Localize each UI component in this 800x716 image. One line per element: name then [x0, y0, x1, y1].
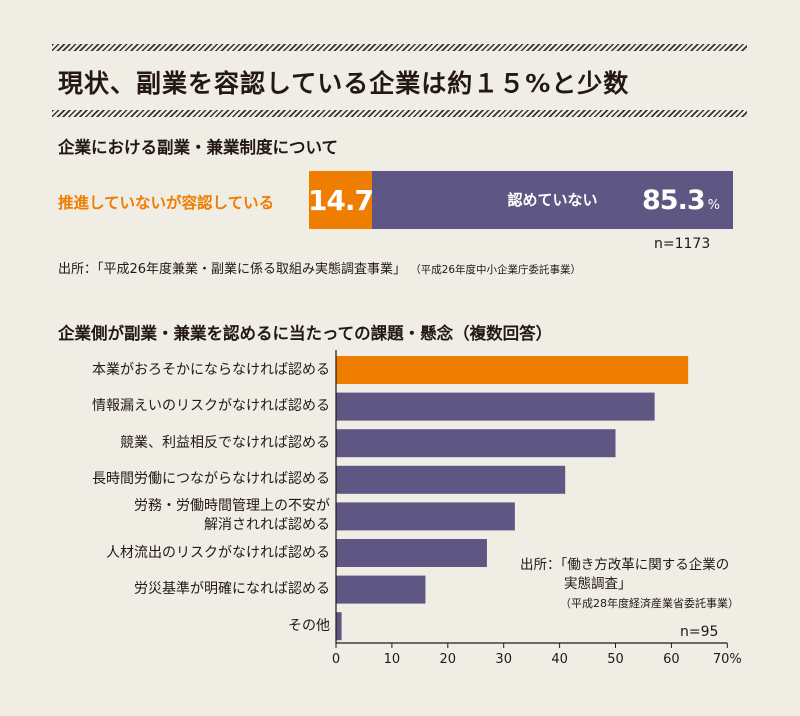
stack-segment-label: 認めていない: [507, 191, 598, 209]
bar-2: [336, 392, 655, 421]
x-tick-label: 20: [440, 652, 457, 667]
bar-category-label: 労災基準が明確になれば認める: [134, 581, 330, 598]
source-1-title: 出所：「平成26年度兼業・副業に係る取組み実態調査事業」: [58, 262, 407, 277]
title-hatch-divider: [52, 110, 747, 117]
bar-6: [336, 539, 487, 567]
sample-size-2: n=95: [680, 624, 719, 640]
x-tick-label: 40: [551, 652, 568, 667]
source-2-line1: 出所：「働き方改革に関する企業の: [520, 557, 730, 573]
stack-label-allowed: 推進していないが容認している: [58, 194, 275, 212]
bar-3: [336, 429, 616, 458]
x-tick-label: 10: [384, 652, 401, 667]
stack-segment-not-allowed: 認めていない 85.3%: [372, 171, 733, 229]
page-title: 現状、副業を容認している企業は約１５%と少数: [58, 69, 630, 98]
section2-heading: 企業側が副業・兼業を認めるに当たっての課題・懸念（複数回答）: [58, 324, 553, 343]
section1-heading: 企業における副業・兼業制度について: [58, 138, 339, 157]
bar-category-label: 労務・労働時間管理上の不安が 解消されれば認める: [134, 498, 330, 534]
stack-segment-value: 85.3%: [642, 185, 720, 216]
source-2-line3: （平成28年度経済産業省委託事業）: [560, 597, 739, 610]
bar-category-label: 長時間労働につながらなければ認める: [92, 471, 330, 488]
x-tick-label: 0: [332, 652, 340, 667]
stack-segment-number: 85.3: [642, 185, 706, 216]
bar-category-label: 競業、利益相反でなければ認める: [120, 434, 330, 451]
stacked-bar: 14.7 認めていない 85.3%: [308, 171, 733, 229]
x-tick-label: 30: [495, 652, 512, 667]
source-1: 出所：「平成26年度兼業・副業に係る取組み実態調査事業」 （平成26年度中小企業…: [58, 258, 581, 277]
bar-5: [336, 502, 515, 531]
bar-4: [336, 465, 566, 494]
x-tick-label: 60: [663, 652, 680, 667]
stack-segment-allowed: 14.7: [308, 171, 374, 229]
percent-unit: %: [707, 198, 720, 213]
bar-category-label: 本業がおろそかにならなければ認める: [92, 361, 330, 378]
bar-category-label: 人材流出のリスクがなければ認める: [106, 544, 330, 561]
bar-8: [336, 612, 342, 641]
bar-category-label: その他: [288, 617, 330, 634]
source-2: 出所：「働き方改革に関する企業の 実態調査」 （平成28年度経済産業省委託事業）: [520, 556, 739, 613]
x-tick-label: 70%: [713, 652, 742, 667]
sample-size-1: n=1173: [654, 236, 711, 252]
source-2-line2: 実態調査」: [564, 576, 632, 592]
x-tick-label: 50: [607, 652, 624, 667]
bar-7: [336, 575, 426, 604]
bar-1: [336, 356, 689, 384]
source-1-note: （平成26年度中小企業庁委託事業）: [410, 264, 582, 276]
bar-category-label: 情報漏えいのリスクがなければ認める: [92, 398, 330, 415]
top-hatch-divider: [52, 44, 747, 51]
